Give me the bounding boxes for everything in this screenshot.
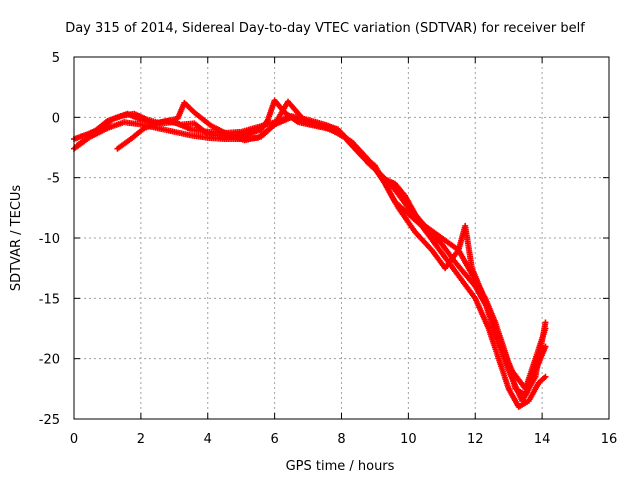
y-tick-label: -20 — [39, 353, 60, 368]
y-tick-label: 0 — [52, 111, 60, 126]
x-tick-label: 6 — [270, 432, 278, 447]
series-track-a — [71, 110, 549, 410]
x-tick-label: 16 — [601, 432, 618, 447]
data-marks — [71, 97, 549, 410]
y-axis-label: SDTVAR / TECUs — [9, 185, 24, 292]
data-point — [542, 373, 549, 380]
x-tick-label: 12 — [467, 432, 484, 447]
series-track-c — [114, 98, 549, 392]
grid-layer — [74, 57, 609, 419]
x-tick-label: 0 — [70, 432, 78, 447]
x-axis-label: GPS time / hours — [286, 459, 395, 474]
y-tick-label: -10 — [39, 232, 60, 247]
series-track-d — [71, 97, 549, 404]
ticks-layer — [73, 56, 610, 420]
data-point — [542, 343, 549, 350]
chart-title: Day 315 of 2014, Sidereal Day-to-day VTE… — [65, 21, 585, 36]
y-tick-label: -25 — [39, 413, 60, 428]
x-tick-label: 2 — [137, 432, 145, 447]
x-tick-label: 4 — [204, 432, 212, 447]
y-tick-label: -15 — [39, 292, 60, 307]
tick-labels-layer: 0 2 4 6 8 10 12 14 16 -25 -20 -15 -10 -5 0 5 — [39, 51, 618, 447]
x-tick-label: 14 — [534, 432, 551, 447]
data-point — [542, 319, 549, 326]
y-tick-label: 5 — [52, 51, 60, 66]
series-track-b — [74, 114, 549, 398]
x-tick-label: 10 — [400, 432, 417, 447]
x-tick-label: 8 — [337, 432, 345, 447]
y-tick-label: -5 — [47, 172, 60, 187]
